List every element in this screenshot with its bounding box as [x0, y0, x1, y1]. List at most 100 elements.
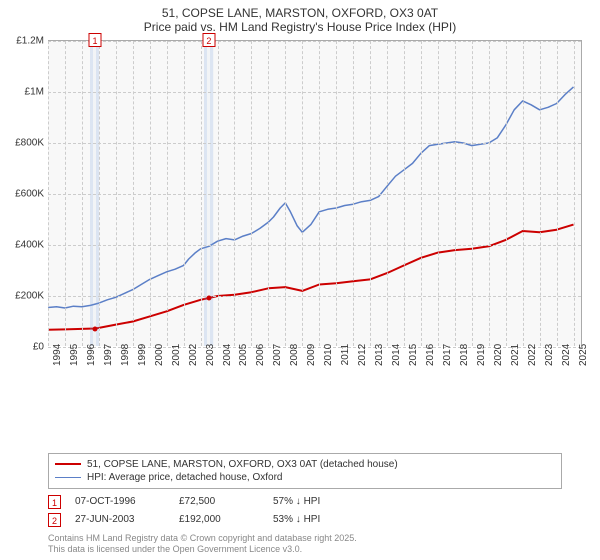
- x-tick-label: 2020: [489, 335, 504, 357]
- sale-flag-1: 1: [88, 33, 101, 47]
- grid-v: [251, 41, 252, 346]
- grid-v: [65, 41, 66, 346]
- grid-h: [48, 41, 581, 42]
- x-tick-label: 2007: [268, 335, 283, 357]
- x-tick-label: 2017: [438, 335, 453, 357]
- y-tick-label: £0: [33, 342, 48, 353]
- x-tick-label: 2000: [150, 335, 165, 357]
- grid-h: [48, 296, 581, 297]
- sales-row-diff: 57% ↓ HPI: [273, 496, 353, 507]
- x-tick-label: 2002: [184, 335, 199, 357]
- x-tick-label: 2015: [404, 335, 419, 357]
- x-tick-label: 1998: [116, 335, 131, 357]
- y-tick-label: £800K: [15, 138, 48, 149]
- grid-h: [48, 92, 581, 93]
- sales-row-flag: 2: [48, 513, 61, 527]
- x-tick-label: 2022: [523, 335, 538, 357]
- grid-v: [201, 41, 202, 346]
- x-tick-label: 1997: [99, 335, 114, 357]
- sales-row-date: 27-JUN-2003: [75, 514, 165, 525]
- grid-v: [489, 41, 490, 346]
- footer-line2: This data is licensed under the Open Gov…: [48, 544, 562, 556]
- legend-label: 51, COPSE LANE, MARSTON, OXFORD, OX3 0AT…: [87, 459, 398, 470]
- x-tick-label: 2016: [421, 335, 436, 357]
- x-tick-label: 1996: [82, 335, 97, 357]
- grid-v: [167, 41, 168, 346]
- plot-area: £0£200K£400K£600K£800K£1M£1.2M1994199519…: [48, 40, 582, 346]
- grid-v: [82, 41, 83, 346]
- x-tick-label: 1995: [65, 335, 80, 357]
- x-tick-label: 2014: [387, 335, 402, 357]
- grid-v: [133, 41, 134, 346]
- grid-v: [523, 41, 524, 346]
- x-tick-label: 2004: [218, 335, 233, 357]
- y-tick-label: £1M: [25, 87, 48, 98]
- grid-v: [116, 41, 117, 346]
- x-tick-label: 2024: [557, 335, 572, 357]
- footer-line1: Contains HM Land Registry data © Crown c…: [48, 533, 562, 545]
- grid-v: [472, 41, 473, 346]
- grid-v: [48, 41, 49, 346]
- title-address: 51, COPSE LANE, MARSTON, OXFORD, OX3 0AT: [0, 6, 600, 20]
- x-tick-label: 2003: [201, 335, 216, 357]
- x-tick-label: 2013: [370, 335, 385, 357]
- x-tick-label: 2001: [167, 335, 182, 357]
- grid-v: [319, 41, 320, 346]
- sales-row: 1 07-OCT-1996 £72,500 57% ↓ HPI: [48, 493, 562, 511]
- grid-v: [404, 41, 405, 346]
- x-tick-label: 2018: [455, 335, 470, 357]
- grid-v: [99, 41, 100, 346]
- chart-area: £0£200K£400K£600K£800K£1M£1.2M1994199519…: [10, 36, 590, 447]
- grid-h: [48, 143, 581, 144]
- x-tick-label: 2012: [353, 335, 368, 357]
- grid-v: [438, 41, 439, 346]
- sale-marker-2: [206, 296, 211, 301]
- title-subtitle: Price paid vs. HM Land Registry's House …: [0, 20, 600, 34]
- grid-v: [540, 41, 541, 346]
- grid-v: [574, 41, 575, 346]
- grid-v: [302, 41, 303, 346]
- grid-v: [455, 41, 456, 346]
- x-tick-label: 2008: [285, 335, 300, 357]
- sales-row-flag: 1: [48, 495, 61, 509]
- series-hpi: [48, 87, 574, 308]
- x-tick-label: 2010: [319, 335, 334, 357]
- footer: Contains HM Land Registry data © Crown c…: [48, 533, 562, 556]
- sale-flag-2: 2: [202, 33, 215, 47]
- sales-row-date: 07-OCT-1996: [75, 496, 165, 507]
- x-tick-label: 2011: [336, 335, 351, 357]
- legend-swatch: [55, 477, 81, 478]
- grid-v: [184, 41, 185, 346]
- grid-v: [336, 41, 337, 346]
- sales-row-price: £192,000: [179, 514, 259, 525]
- grid-v: [370, 41, 371, 346]
- grid-v: [353, 41, 354, 346]
- x-tick-label: 2009: [302, 335, 317, 357]
- x-tick-label: 2021: [506, 335, 521, 357]
- x-tick-label: 2019: [472, 335, 487, 357]
- legend-swatch: [55, 463, 81, 465]
- x-tick-label: 2025: [574, 335, 589, 357]
- title-block: 51, COPSE LANE, MARSTON, OXFORD, OX3 0AT…: [0, 0, 600, 36]
- chart-container: 51, COPSE LANE, MARSTON, OXFORD, OX3 0AT…: [0, 0, 600, 560]
- grid-v: [387, 41, 388, 346]
- x-tick-label: 2006: [251, 335, 266, 357]
- grid-v: [268, 41, 269, 346]
- sales-table: 1 07-OCT-1996 £72,500 57% ↓ HPI 2 27-JUN-2003…: [48, 493, 562, 529]
- legend: 51, COPSE LANE, MARSTON, OXFORD, OX3 0AT…: [48, 453, 562, 489]
- series-price_paid: [48, 225, 574, 330]
- sales-row-diff: 53% ↓ HPI: [273, 514, 353, 525]
- grid-h: [48, 194, 581, 195]
- x-tick-label: 2023: [540, 335, 555, 357]
- grid-v: [421, 41, 422, 346]
- y-tick-label: £400K: [15, 240, 48, 251]
- grid-h: [48, 245, 581, 246]
- legend-label: HPI: Average price, detached house, Oxfo…: [87, 472, 283, 483]
- sales-row-price: £72,500: [179, 496, 259, 507]
- y-tick-label: £600K: [15, 189, 48, 200]
- x-tick-label: 2005: [234, 335, 249, 357]
- grid-v: [506, 41, 507, 346]
- y-tick-label: £1.2M: [16, 36, 48, 47]
- grid-v: [218, 41, 219, 346]
- x-tick-label: 1999: [133, 335, 148, 357]
